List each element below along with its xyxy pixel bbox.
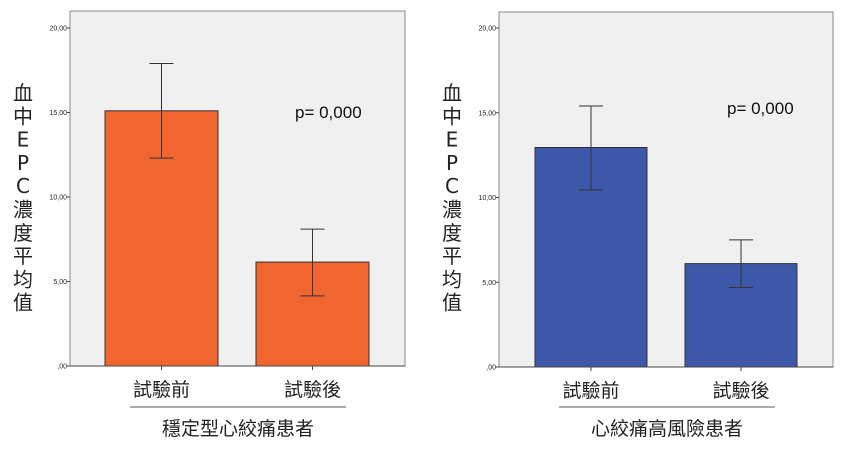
y-tick-label: ,00: [57, 364, 67, 371]
y-axis-label-char: 濃: [442, 198, 462, 222]
bar-1: [104, 110, 219, 367]
y-axis-label-char: P: [17, 151, 29, 175]
y-axis-label-char: P: [446, 151, 458, 175]
y-axis-label-char: C: [16, 174, 30, 198]
y-tick-label: 10,00: [49, 195, 67, 202]
x-tick-label: 試驗前: [133, 379, 190, 401]
y-tick-label: 15,00: [49, 110, 67, 117]
y-tick-label: 15,00: [478, 110, 496, 117]
group-label: 心絞痛高風險患者: [591, 418, 743, 440]
y-axis-label-char: 濃: [13, 198, 33, 222]
y-axis-label-char: 中: [13, 104, 33, 128]
y-axis-label-char: E: [446, 128, 459, 152]
y-tick-label: 5,00: [482, 280, 496, 287]
y-tick-label: 20,00: [49, 26, 67, 33]
y-axis-label-char: C: [445, 174, 459, 198]
y-axis-label-char: 度: [13, 221, 33, 245]
y-axis-label-char: 血: [442, 81, 462, 105]
y-axis-label-char: 值: [13, 291, 33, 315]
y-axis-label-char: 中: [442, 104, 462, 128]
y-axis-label-char: 值: [442, 291, 462, 315]
p-value-annotation: p= 0,000: [295, 103, 362, 122]
y-axis-label-char: 平: [442, 244, 462, 268]
y-axis-label-char: 平: [13, 244, 33, 268]
y-tick-label: 10,00: [478, 195, 496, 202]
y-axis-label-char: 均: [442, 267, 462, 291]
y-axis-label-char: E: [17, 128, 30, 152]
y-tick-label: 5,00: [53, 279, 67, 286]
y-axis-label-char: 均: [13, 267, 33, 291]
y-axis-label-char: 度: [442, 221, 462, 245]
x-tick-label: 試驗後: [712, 380, 769, 402]
group-label: 穩定型心絞痛患者: [162, 418, 314, 440]
y-tick-label: 20,00: [478, 26, 496, 33]
x-tick-label: 試驗前: [562, 380, 619, 402]
y-axis-label-char: 血: [13, 81, 33, 105]
y-tick-label: ,00: [486, 365, 496, 372]
x-tick-label: 試驗後: [284, 379, 341, 401]
p-value-annotation: p= 0,000: [727, 99, 794, 118]
